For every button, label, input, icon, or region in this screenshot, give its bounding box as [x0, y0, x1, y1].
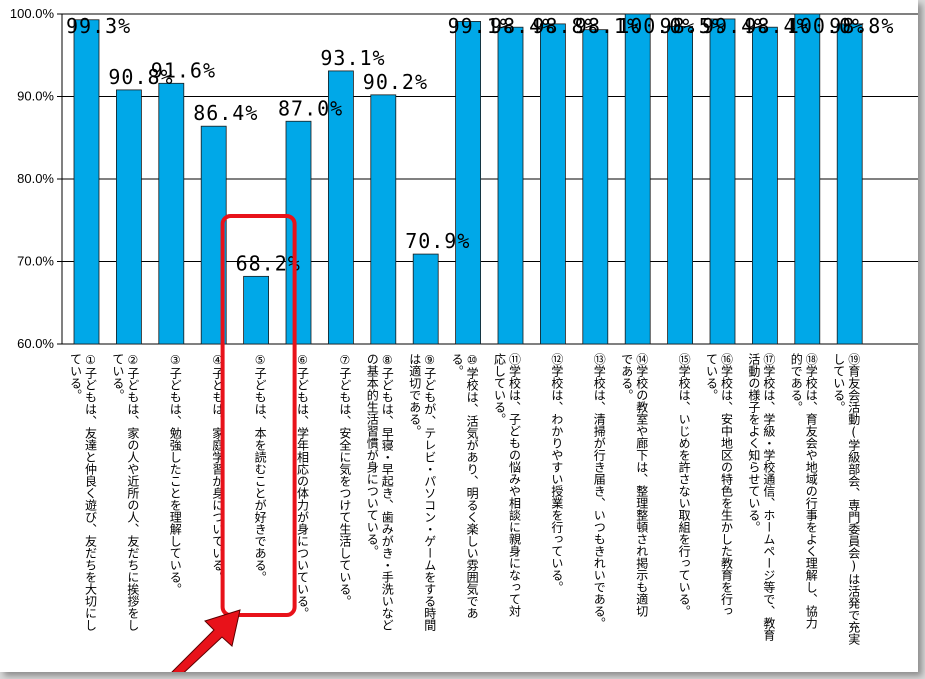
data-label: 98.4% [490, 14, 555, 38]
category-label: ⑪学校は、子どもの悩みや相談に親身になって対 [508, 353, 522, 617]
bar [752, 26, 778, 345]
category-label: ⑰学校は、学級・学校通信、ホームページ等で、教育 [762, 353, 776, 642]
bar [709, 18, 736, 345]
arrow-icon [171, 609, 241, 672]
data-label: 98.4% [744, 14, 809, 38]
category-label: ⑨子どもが、テレビ・パソコン・ゲームをする時間 [423, 353, 437, 631]
category-label: ている。 [69, 353, 83, 401]
category-label: ている。 [111, 353, 125, 401]
y-tick-label: 60.0% [17, 336, 54, 351]
y-tick-label: 80.0% [17, 171, 54, 186]
highlight-box [220, 214, 297, 617]
category-label: 的である。 [789, 352, 803, 413]
category-label: ⑤子どもは、本を読むことが好きである。 [253, 353, 267, 583]
bar [327, 70, 354, 345]
data-label: 87.0% [278, 96, 343, 120]
y-tick-label: 100.0% [10, 6, 55, 21]
data-labels: 99.3% 90.8%91.6% 86.4% 68.2% 87.0% 93.1%90.2%… [66, 14, 894, 275]
data-label: 98.5% [660, 14, 725, 38]
category-label: 応している。 [493, 353, 507, 425]
y-tick-label: 70.0% [17, 254, 54, 269]
category-label: ⑧子どもは、早寝・早起き、歯みがき・手洗いなど [380, 353, 394, 631]
bar [412, 253, 439, 345]
bar [836, 23, 863, 345]
category-label: ⑱学校は、育友会や地域の行事をよく理解し、協力 [804, 353, 818, 630]
category-label: ⑲育友会活動(学級部会、専門委員会)は活発で充実 [847, 353, 861, 646]
bar [243, 275, 270, 345]
category-label: ⑫学校は、わかりやすい授業を行っている。 [550, 353, 564, 593]
category-label: る。 [450, 353, 464, 377]
category-label: ⑯学校は、安中地区の特色を生かした教育を行っ [720, 353, 734, 617]
y-tick-label: 90.0% [17, 89, 54, 104]
category-label: ⑦子どもは、安全に気をつけて生活している。 [338, 353, 352, 607]
data-label: 98.8% [829, 14, 894, 38]
data-label: 99.3% [66, 14, 131, 38]
bar [582, 29, 609, 345]
bar [497, 26, 524, 345]
category-label: ⑭学校の教室や廊下は、整理整頓され掲示も適切 [635, 353, 649, 618]
category-label: ②子どもは、家の人や近所の人、友だちに挨拶をし [126, 353, 140, 631]
bar [73, 19, 100, 345]
bar [158, 82, 185, 345]
bars [73, 13, 863, 345]
data-label: 70.9% [405, 229, 470, 253]
category-label: ⑩学校は、活気があり、明るく楽しい雰囲気であ [465, 353, 479, 619]
data-label: 90.2% [363, 70, 428, 94]
data-label: 93.1% [320, 46, 385, 70]
category-label: は適切である。 [408, 353, 422, 437]
category-label: している。 [832, 353, 846, 413]
annotations [171, 214, 297, 672]
category-label: である。 [620, 353, 634, 401]
data-label: 100.0% [787, 14, 865, 38]
category-label: ている。 [705, 353, 719, 401]
data-label: 100.0% [617, 14, 695, 38]
data-label: 68.2% [236, 251, 301, 275]
category-label: 活動の様子をよく知らせている。 [747, 353, 761, 533]
bar [370, 94, 397, 345]
category-label: ①子どもは、友達と仲良く遊び、友だちを大切にし [84, 353, 98, 631]
category-label: ⑬学校は、清掃が行き届き、いつもきれいである。 [592, 353, 606, 629]
data-label: 86.4% [193, 101, 258, 125]
bar [540, 23, 566, 345]
data-label: 91.6% [151, 58, 216, 82]
bar [667, 25, 693, 345]
bar [624, 13, 651, 345]
data-label: 99.4% [702, 14, 767, 38]
category-label: の基本的生活習慣が身についている。 [365, 353, 379, 557]
category-label: ③子どもは、勉強したことを理解している。 [168, 353, 182, 595]
data-label: 98.8% [532, 14, 597, 38]
bar [285, 120, 312, 345]
bar [116, 89, 142, 345]
bar [794, 13, 821, 345]
data-label: 99.1% [448, 14, 513, 38]
data-label: 90.8% [108, 65, 173, 89]
category-label: ⑮学校は、いじめを許さない取組を行っている。 [677, 353, 691, 617]
bar [455, 21, 482, 345]
data-label: 98.1% [575, 14, 640, 38]
category-label: ⑥子どもは、学年相応の体力が身についている。 [296, 353, 310, 619]
